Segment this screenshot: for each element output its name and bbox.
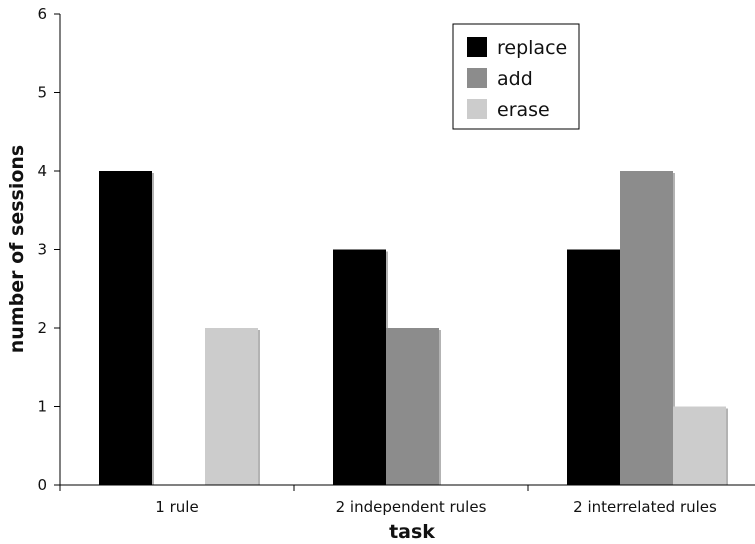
- y-tick-label: 0: [37, 476, 47, 494]
- legend-swatch-erase: [467, 99, 487, 119]
- bar-erase-1: [205, 328, 258, 485]
- bar-shadow-add-2: [439, 330, 441, 485]
- bar-shadow-erase-3: [726, 408, 728, 485]
- legend-label-add: add: [497, 68, 533, 90]
- bar-shadow-add-3: [673, 173, 675, 485]
- bar-shadow-replace-1: [152, 173, 154, 485]
- bar-replace-3: [567, 249, 620, 485]
- y-tick-label: 3: [37, 241, 47, 259]
- axes-layer: [54, 13, 755, 491]
- y-axis-title: number of sessions: [6, 145, 28, 353]
- x-tick-label: 2 interrelated rules: [573, 498, 717, 516]
- bar-replace-2: [333, 249, 386, 485]
- bars-layer: [99, 171, 728, 485]
- y-tick-label: 2: [37, 319, 47, 337]
- legend-swatch-add: [467, 68, 487, 88]
- legend-swatch-replace: [467, 37, 487, 57]
- y-tick-label: 1: [37, 398, 47, 416]
- bar-erase-3: [673, 406, 726, 485]
- x-axis-title: task: [389, 521, 435, 543]
- legend: replace add erase: [452, 23, 580, 130]
- tick-labels-layer: 0 1 2 3 4 5 6 1 rule 2 independent rules 2 interr…: [37, 5, 717, 516]
- legend-label-erase: erase: [497, 99, 550, 121]
- y-tick-label: 6: [37, 5, 47, 23]
- bar-add-2: [386, 328, 439, 485]
- bar-replace-1: [99, 171, 152, 485]
- y-tick-label: 5: [37, 84, 47, 102]
- x-tick-label: 1 rule: [155, 498, 198, 516]
- y-tick-label: 4: [37, 162, 47, 180]
- x-tick-label: 2 independent rules: [336, 498, 487, 516]
- legend-label-replace: replace: [497, 37, 567, 59]
- bar-shadow-erase-1: [258, 330, 260, 485]
- bar-add-3: [620, 171, 673, 485]
